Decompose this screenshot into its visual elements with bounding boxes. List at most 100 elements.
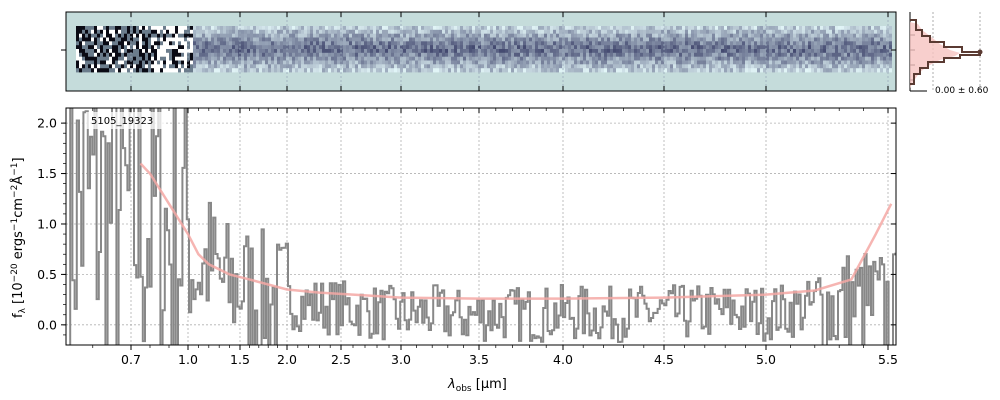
- spectrum-2d-pixel: [466, 68, 469, 73]
- spectrum-2d-pixel: [100, 64, 103, 69]
- spectrum-2d-pixel: [871, 26, 874, 31]
- spectrum-2d-pixel: [268, 60, 271, 65]
- spectrum-2d-pixel: [820, 64, 823, 69]
- spectrum-2d-pixel: [733, 52, 736, 57]
- spectrum-2d-pixel: [430, 56, 433, 61]
- spectrum-2d-pixel: [409, 33, 412, 38]
- spectrum-2d-pixel: [673, 52, 676, 57]
- spectrum-2d-pixel: [751, 41, 754, 46]
- spectrum-2d-pixel: [163, 49, 166, 54]
- spectrum-2d-pixel: [475, 60, 478, 65]
- spectrum-2d-pixel: [145, 56, 148, 61]
- spectrum-2d-pixel: [559, 33, 562, 38]
- spectrum-2d-pixel: [334, 26, 337, 31]
- spectrum-2d-pixel: [769, 33, 772, 38]
- spectrum-2d-pixel: [421, 29, 424, 34]
- spectrum-2d-pixel: [364, 49, 367, 54]
- spectrum-2d-pixel: [775, 33, 778, 38]
- spectrum-2d-pixel: [490, 64, 493, 69]
- spectrum-2d-pixel: [643, 45, 646, 50]
- spectrum-2d-pixel: [562, 37, 565, 42]
- spectrum-2d-pixel: [757, 49, 760, 54]
- spectrum-2d-pixel: [262, 33, 265, 38]
- spectrum-2d-pixel: [217, 60, 220, 65]
- spectrum-2d-pixel: [364, 68, 367, 73]
- spectrum-2d-pixel: [334, 29, 337, 34]
- spectrum-2d-pixel: [472, 52, 475, 57]
- spectrum-2d-pixel: [730, 64, 733, 69]
- spectrum-2d-pixel: [835, 49, 838, 54]
- spectrum-2d-pixel: [181, 45, 184, 50]
- spectrum-2d-pixel: [397, 37, 400, 42]
- spectrum-2d-pixel: [826, 37, 829, 42]
- spectrum-2d-pixel: [607, 68, 610, 73]
- spectrum-2d-pixel: [619, 41, 622, 46]
- spectrum-2d-pixel: [298, 45, 301, 50]
- spectrum-2d-pixel: [199, 49, 202, 54]
- spectrum-2d-pixel: [91, 45, 94, 50]
- spectrum-2d-pixel: [469, 49, 472, 54]
- spectrum-2d-pixel: [562, 60, 565, 65]
- spectrum-2d-pixel: [547, 33, 550, 38]
- spectrum-2d-pixel: [217, 52, 220, 57]
- spectrum-2d-pixel: [256, 60, 259, 65]
- spectrum-2d-pixel: [604, 49, 607, 54]
- spectrum-2d-pixel: [343, 26, 346, 31]
- spectrum-2d-pixel: [514, 68, 517, 73]
- spectrum-2d-pixel: [673, 56, 676, 61]
- spectrum-2d-pixel: [448, 37, 451, 42]
- spectrum-2d-pixel: [703, 41, 706, 46]
- spectrum-2d-pixel: [880, 45, 883, 50]
- spectrum-2d-pixel: [664, 41, 667, 46]
- spectrum-2d-pixel: [223, 37, 226, 42]
- spectrum-2d-pixel: [670, 37, 673, 42]
- spectrum-2d-pixel: [844, 33, 847, 38]
- spectrum-2d-pixel: [79, 26, 82, 31]
- spectrum-2d-pixel: [484, 52, 487, 57]
- y-tick-label: 2.0: [37, 116, 57, 131]
- spectrum-2d-pixel: [337, 41, 340, 46]
- spectrum-2d-pixel: [199, 33, 202, 38]
- spectrum-2d-pixel: [328, 60, 331, 65]
- spectrum-2d-pixel: [835, 29, 838, 34]
- spectrum-2d-pixel: [346, 41, 349, 46]
- spectrum-2d-pixel: [202, 33, 205, 38]
- spectrum-2d-pixel: [664, 60, 667, 65]
- spectrum-2d-pixel: [367, 68, 370, 73]
- spectrum-2d-pixel: [436, 41, 439, 46]
- spectrum-2d-pixel: [817, 64, 820, 69]
- spectrum-2d-pixel: [634, 49, 637, 54]
- spectrum-2d-pixel: [511, 56, 514, 61]
- spectrum-2d-pixel: [520, 49, 523, 54]
- spectrum-2d-pixel: [514, 49, 517, 54]
- spectrum-2d-pixel: [688, 41, 691, 46]
- spectrum-2d-pixel: [880, 60, 883, 65]
- spectrum-2d-pixel: [388, 64, 391, 69]
- spectrum-2d-pixel: [709, 45, 712, 50]
- spectrum-2d-pixel: [709, 56, 712, 61]
- spectrum-2d-pixel: [223, 33, 226, 38]
- spectrum-2d-pixel: [148, 56, 151, 61]
- spectrum-2d-pixel: [754, 60, 757, 65]
- spectrum-2d-pixel: [184, 64, 187, 69]
- spectrum-2d-pixel: [727, 60, 730, 65]
- spectrum-2d-pixel: [880, 68, 883, 73]
- spectrum-2d-pixel: [541, 56, 544, 61]
- spectrum-2d-pixel: [127, 41, 130, 46]
- spectrum-2d-pixel: [796, 68, 799, 73]
- observed-flux-line: [69, 108, 896, 345]
- spectrum-2d-pixel: [568, 33, 571, 38]
- spectrum-2d-pixel: [664, 64, 667, 69]
- spectrum-2d-pixel: [667, 60, 670, 65]
- spectrum-2d-pixel: [415, 64, 418, 69]
- spectrum-2d-pixel: [268, 68, 271, 73]
- spectrum-2d-pixel: [877, 68, 880, 73]
- spectrum-2d-pixel: [376, 52, 379, 57]
- spectrum-2d-pixel: [799, 56, 802, 61]
- spectrum-2d-pixel: [88, 37, 91, 42]
- spectrum-2d-pixel: [109, 45, 112, 50]
- spectrum-2d-pixel: [850, 37, 853, 42]
- spectrum-2d-pixel: [94, 60, 97, 65]
- spectrum-2d-pixel: [301, 68, 304, 73]
- spectrum-2d-pixel: [739, 41, 742, 46]
